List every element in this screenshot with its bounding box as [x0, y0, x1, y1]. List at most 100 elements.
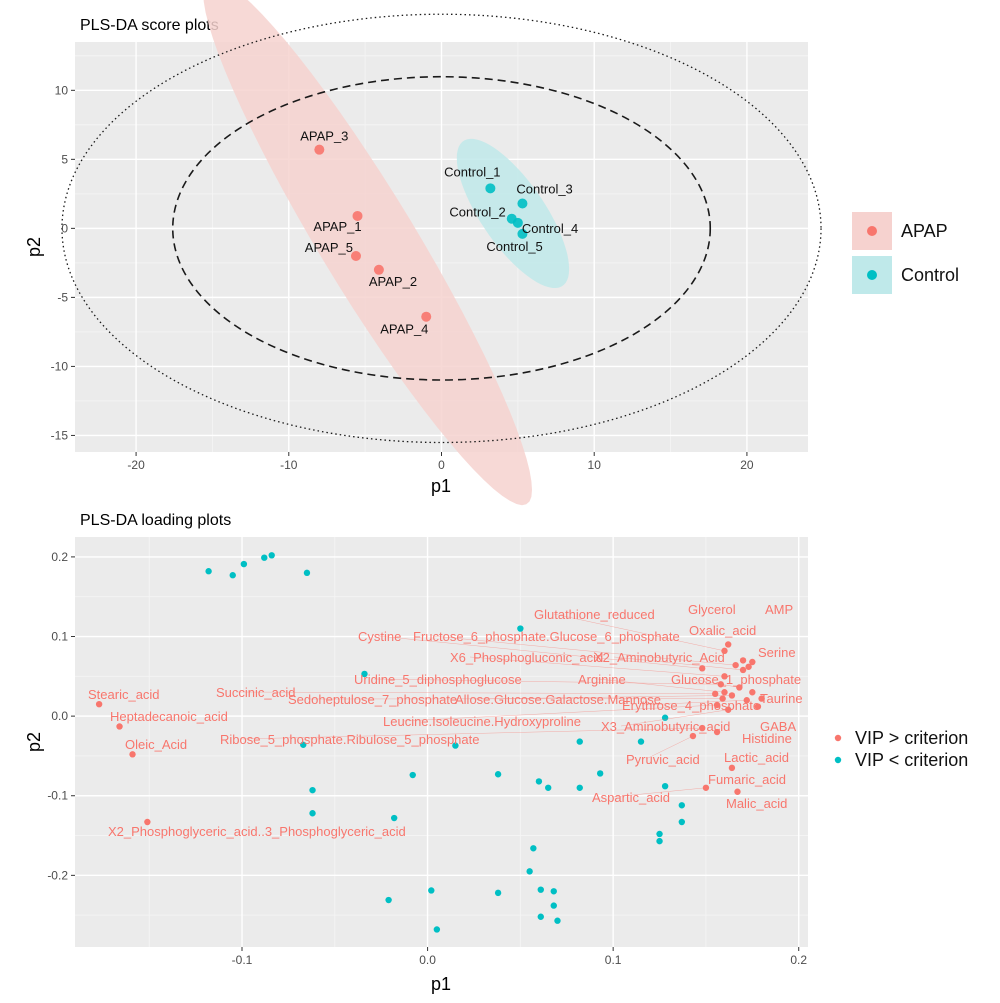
loading-point-label: Oleic_Acid [125, 737, 187, 752]
x-tick-label: 20 [740, 458, 754, 472]
loading-point-high-vip [749, 658, 756, 666]
x-tick-label: -20 [127, 458, 145, 472]
score-point-labels: APAP_3 APAP_1 APAP_5 APAP_2 APAP_4 Control_1 C… [300, 129, 578, 337]
loading-point-low-vip [537, 886, 544, 893]
x-tick-label: 10 [588, 458, 602, 472]
legend-label: APAP [901, 221, 948, 241]
loading-point-label: Pyruvic_acid [626, 752, 700, 767]
score-point [421, 311, 432, 322]
loading-point-label: AMP [765, 602, 793, 617]
x-tick-label: 0.0 [419, 953, 436, 967]
loading-point-low-vip [596, 770, 604, 777]
loading-point-high-vip [116, 723, 123, 730]
loading-point-high-vip [734, 788, 741, 795]
loading-point-low-vip [554, 917, 561, 924]
loading-point-label: Cystine [358, 629, 401, 644]
loading-point-low-vip [550, 902, 557, 909]
legend-dot [834, 756, 842, 764]
loading-point-label: Serine [758, 645, 796, 660]
loading-point-label: Uridine_5_diphosphoglucose [354, 672, 522, 687]
loading-point-high-vip [739, 657, 747, 664]
loading-point-low-vip [537, 913, 544, 920]
loading-point-low-vip [268, 552, 275, 559]
score-point [314, 144, 325, 155]
y-tick-label: -0.1 [47, 789, 68, 803]
label-leader-line [690, 678, 740, 688]
hotelling-ellipse-outer [61, 13, 822, 444]
score-point [352, 210, 363, 221]
loading-x-axis-title: p1 [431, 974, 451, 994]
label-leader-line [620, 709, 729, 727]
loading-point-label: Fumaric_acid [708, 772, 786, 787]
score-plot: PLS-DA score plots APAP_3 APAP_1 APAP_5 APA… [24, 0, 959, 506]
score-x-axis-title: p1 [431, 476, 451, 496]
score-point [373, 264, 384, 275]
y-tick-label: 10 [55, 83, 69, 97]
loading-point-low-vip [526, 868, 533, 875]
x-tick-label: 0.1 [605, 953, 622, 967]
y-tick-label: 0.2 [51, 550, 68, 564]
loading-point-label: Allose.Glucose.Galactose.Mannose [455, 692, 661, 707]
score-point-label: APAP_1 [313, 219, 361, 234]
loading-point-high-vip [713, 728, 721, 736]
loading-point-label: Histidine [742, 731, 792, 746]
loading-point-low-vip [576, 738, 583, 745]
legend-label: VIP < criterion [855, 750, 968, 770]
loading-point-low-vip [550, 888, 557, 895]
loading-point-high-vip [95, 700, 103, 708]
score-point-label: APAP_3 [300, 129, 348, 144]
score-point-label: Control_2 [449, 205, 505, 220]
score-y-axis-title: p2 [24, 237, 44, 257]
y-tick-label: -0.2 [47, 868, 68, 882]
y-tick-label: 0.1 [51, 630, 68, 644]
loading-point-high-vip [754, 703, 762, 710]
label-leader-line [597, 678, 725, 693]
loading-point-low-vip [494, 889, 502, 897]
loading-point-low-vip [576, 784, 583, 791]
loading-point-low-vip [637, 738, 645, 745]
loading-point-high-vip [758, 695, 765, 702]
score-x-ticks: -20 -10 0 10 20 [127, 452, 754, 472]
score-point-label: Control_4 [522, 221, 578, 236]
loading-point-high-vip [745, 663, 752, 670]
loading-point-low-vip [409, 771, 416, 779]
y-tick-label: -5 [57, 290, 68, 304]
loading-point-low-vip [433, 926, 441, 933]
loading-point-label: Fructose_6_phosphate.Glucose_6_phosphate [413, 629, 680, 644]
loading-point-label: Heptadecanoic_acid [110, 709, 228, 724]
label-leader-line [432, 635, 736, 666]
loading-point-high-vip [144, 818, 151, 826]
score-confidence-ellipses [61, 0, 822, 506]
score-gridlines [75, 42, 808, 452]
loading-point-low-vip [678, 802, 686, 809]
score-points [314, 144, 528, 322]
loading-point-label: Glucose_1_phosphate [671, 672, 801, 687]
loading-point-low-vip [428, 887, 435, 894]
x-tick-label: -0.1 [232, 953, 253, 967]
x-tick-label: 0 [438, 458, 445, 472]
loading-point-low-vip [545, 784, 552, 791]
apap-group-ellipse [203, 0, 532, 506]
label-leader-line [469, 656, 725, 677]
label-leader-line [373, 678, 721, 685]
score-point [485, 183, 496, 194]
control-group-ellipse [456, 138, 570, 288]
loading-point-low-vip [240, 560, 248, 568]
loading-point-low-vip [517, 625, 524, 632]
label-leader-line [645, 735, 694, 760]
loading-point-label: Arginine [578, 672, 626, 687]
score-plot-title: PLS-DA score plots [80, 17, 219, 34]
loading-point-low-vip [361, 670, 368, 678]
score-point-label: APAP_5 [305, 240, 353, 255]
label-leader-line [611, 787, 706, 798]
legend-dot-apap [867, 226, 877, 236]
score-point-label: Control_3 [516, 182, 572, 197]
x-tick-label: -10 [280, 458, 298, 472]
loading-point-label: X6_Phosphogluconic_acid [450, 650, 603, 665]
loading-point-label: Leucine.Isoleucine.Hydroxyproline [383, 714, 581, 729]
legend-label: Control [901, 265, 959, 285]
hotelling-ellipse-inner [171, 75, 712, 381]
loading-point-label: Aspartic_acid [592, 790, 670, 805]
loading-point-low-vip [300, 741, 307, 748]
loading-point-low-vip [452, 742, 459, 749]
